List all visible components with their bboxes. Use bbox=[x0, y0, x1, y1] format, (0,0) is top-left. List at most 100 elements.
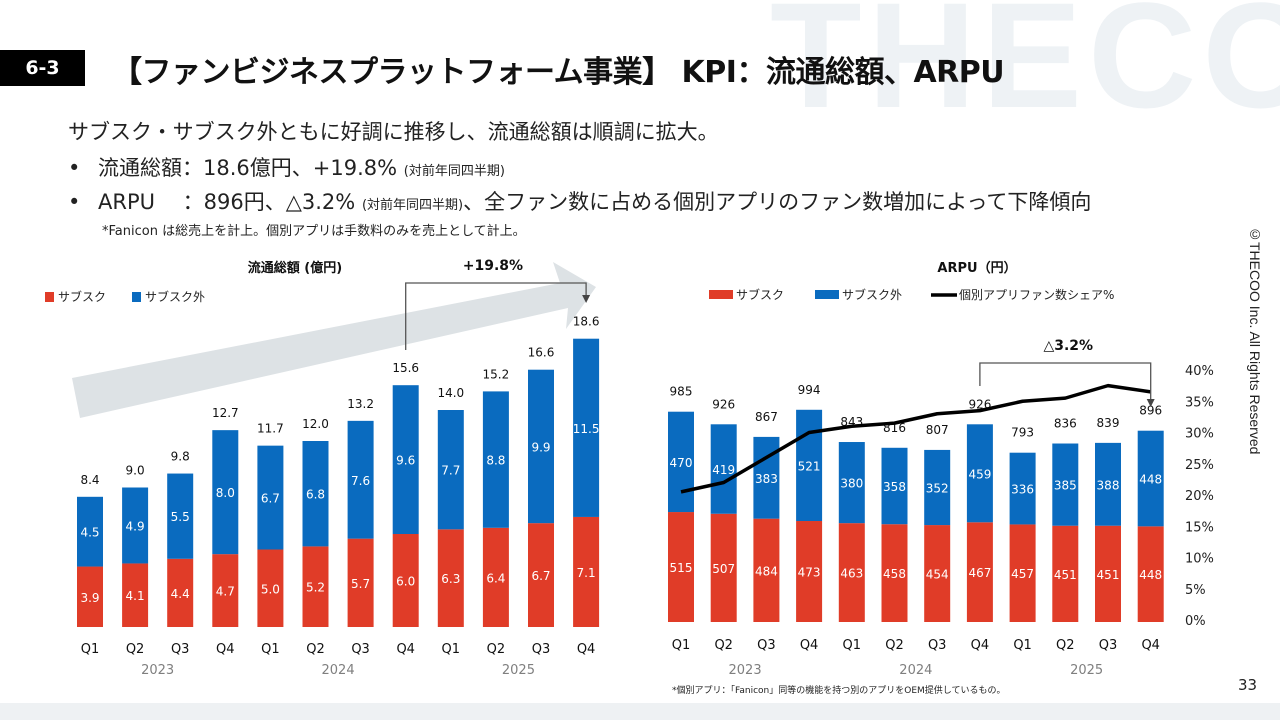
bar-non-subsc bbox=[77, 496, 103, 567]
data-label-subsc: 6.4 bbox=[486, 571, 505, 585]
data-label-subsc: 467 bbox=[968, 566, 991, 580]
data-label-subsc: 457 bbox=[1011, 567, 1034, 581]
legend-label: サブスク bbox=[736, 287, 784, 302]
data-label-non-subsc: 7.7 bbox=[441, 464, 460, 478]
legend-label: サブスク外 bbox=[145, 289, 205, 304]
section-tag: 6-3 bbox=[0, 50, 85, 86]
legend-swatch-subsc bbox=[45, 292, 54, 302]
x-tick-label: Q3 bbox=[351, 642, 370, 657]
bar-non-subsc bbox=[1009, 452, 1036, 525]
chart-title: 流通総額 (億円) bbox=[248, 260, 342, 276]
bar-subsc bbox=[257, 549, 284, 627]
data-label-non-subsc: 380 bbox=[840, 477, 863, 491]
bar-non-subsc bbox=[122, 487, 149, 564]
bar-subsc bbox=[437, 529, 464, 627]
page-title: 【ファンビジネスプラットフォーム事業】 KPI：流通総額、ARPU bbox=[112, 55, 1005, 90]
bullet-tail: 、全ファン数に占める個別アプリのファン数増加によって下降傾向 bbox=[463, 190, 1092, 214]
x-tick-label: Q2 bbox=[714, 638, 733, 653]
data-label-total: 9.0 bbox=[126, 464, 145, 478]
x-tick-label: Q4 bbox=[1141, 638, 1160, 653]
summary-lead: サブスク・サブスク外ともに好調に推移し、流通総額は順調に拡大。 bbox=[68, 120, 719, 144]
y2-tick-label: 25% bbox=[1185, 458, 1214, 473]
bar-subsc bbox=[796, 521, 823, 622]
data-label-subsc: 4.7 bbox=[216, 585, 235, 599]
x-tick-label: Q4 bbox=[577, 642, 596, 657]
data-label-total: 18.6 bbox=[573, 315, 600, 329]
x-tick-label: Q1 bbox=[843, 638, 862, 653]
bar-subsc bbox=[881, 524, 908, 622]
x-tick-label: Q1 bbox=[1013, 638, 1032, 653]
bar-non-subsc bbox=[966, 424, 993, 523]
x-tick-label: Q4 bbox=[216, 642, 235, 657]
bar-non-subsc bbox=[528, 369, 554, 524]
data-label-subsc: 5.7 bbox=[351, 577, 370, 591]
company-watermark: THECOO bbox=[770, 0, 1280, 139]
bar-subsc bbox=[167, 558, 194, 627]
x-tick-label: Q3 bbox=[757, 638, 776, 653]
data-label-non-subsc: 4.9 bbox=[126, 519, 145, 533]
bar-subsc bbox=[122, 563, 149, 627]
y2-tick-label: 30% bbox=[1185, 427, 1214, 442]
arrow-down-icon bbox=[1146, 399, 1155, 407]
x-tick-label: Q4 bbox=[396, 642, 415, 657]
revenue-note: *Fanicon は総売上を計上。個別アプリは手数料のみを売上として計上。 bbox=[102, 224, 526, 239]
data-label-total: 14.0 bbox=[437, 386, 464, 400]
data-label-total: 985 bbox=[670, 385, 693, 399]
bullet-marker: • bbox=[68, 190, 81, 214]
data-label-non-subsc: 336 bbox=[1011, 483, 1034, 497]
bar-subsc bbox=[392, 534, 419, 627]
data-label-total: 13.2 bbox=[347, 397, 374, 411]
x-tick-label: Q3 bbox=[1099, 638, 1118, 653]
data-label-non-subsc: 383 bbox=[755, 472, 778, 486]
data-label-subsc: 7.1 bbox=[577, 566, 596, 580]
y2-tick-label: 0% bbox=[1185, 614, 1206, 629]
year-group-label: 2025 bbox=[502, 663, 535, 678]
data-label-subsc: 451 bbox=[1054, 568, 1077, 582]
x-tick-label: Q3 bbox=[532, 642, 551, 657]
x-tick-label: Q2 bbox=[126, 642, 145, 657]
data-label-total: 16.6 bbox=[528, 346, 555, 360]
data-label-total: 839 bbox=[1097, 416, 1120, 430]
bar-subsc bbox=[1052, 525, 1079, 622]
data-label-total: 994 bbox=[798, 383, 821, 397]
data-label-subsc: 463 bbox=[840, 567, 863, 581]
data-label-total: 793 bbox=[1011, 426, 1034, 440]
footnote: *個別アプリ：「Fanicon」同等の機能を持つ別のアプリをOEM提供しているも… bbox=[672, 686, 1006, 696]
x-tick-label: Q4 bbox=[800, 638, 819, 653]
y2-tick-label: 15% bbox=[1185, 520, 1214, 535]
data-label-subsc: 448 bbox=[1139, 568, 1162, 582]
bullet-gmv: • 流通総額：18.6億円、+19.8% (対前年同四半期) bbox=[68, 152, 505, 182]
legend-swatch-subsc bbox=[709, 290, 733, 299]
y2-tick-label: 5% bbox=[1185, 583, 1206, 598]
year-group-label: 2025 bbox=[1070, 663, 1103, 678]
data-label-total: 8.4 bbox=[80, 473, 99, 487]
arrow-down-icon bbox=[582, 295, 591, 303]
bar-non-subsc bbox=[482, 391, 509, 528]
data-label-total: 15.6 bbox=[392, 361, 419, 375]
x-tick-label: Q2 bbox=[487, 642, 506, 657]
bar-non-subsc bbox=[1052, 443, 1079, 526]
bar-non-subsc bbox=[167, 473, 194, 559]
data-label-total: 896 bbox=[1139, 404, 1162, 418]
data-label-subsc: 484 bbox=[755, 564, 778, 578]
bar-non-subsc bbox=[710, 424, 737, 514]
bar-subsc bbox=[77, 566, 103, 627]
share-line bbox=[680, 383, 1151, 494]
data-label-subsc: 507 bbox=[712, 562, 735, 576]
data-label-subsc: 6.0 bbox=[396, 575, 415, 589]
legend-label: サブスク bbox=[58, 289, 106, 304]
bar-subsc bbox=[482, 527, 509, 627]
data-label-subsc: 6.7 bbox=[531, 569, 550, 583]
trend-arrow-icon bbox=[72, 262, 596, 418]
data-label-subsc: 451 bbox=[1097, 568, 1120, 582]
data-label-non-subsc: 11.5 bbox=[573, 422, 600, 436]
bar-subsc bbox=[966, 522, 993, 622]
data-label-non-subsc: 448 bbox=[1139, 473, 1162, 487]
data-label-total: 807 bbox=[926, 423, 949, 437]
bar-non-subsc bbox=[347, 420, 374, 539]
data-label-non-subsc: 4.5 bbox=[80, 526, 99, 540]
data-label-non-subsc: 358 bbox=[883, 480, 906, 494]
year-group-label: 2023 bbox=[141, 663, 174, 678]
bar-non-subsc bbox=[881, 447, 908, 525]
